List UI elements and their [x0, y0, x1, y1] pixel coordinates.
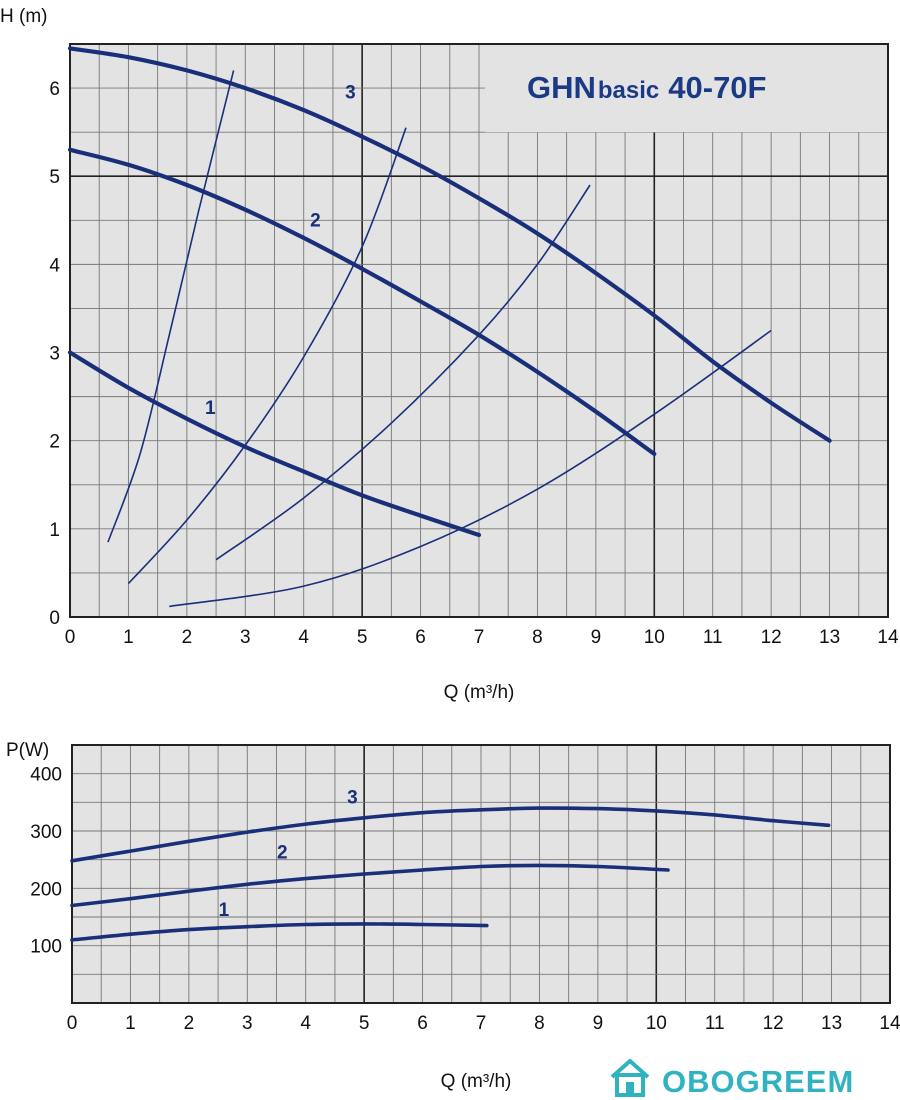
y-tick-label: 5: [49, 167, 60, 188]
series-line-2: [67, 147, 657, 456]
x-tick-label: 5: [357, 627, 368, 648]
y-tick-label: 400: [30, 765, 62, 786]
series-line-3: [70, 806, 831, 863]
x-tick-label: 11: [703, 627, 723, 648]
y-tick-label: 3: [49, 344, 60, 365]
power-series: [70, 806, 831, 942]
head-curve-labels: 1 2 3: [205, 83, 356, 420]
x-tick-label: 8: [532, 627, 543, 648]
x-tick-label: 10: [644, 627, 665, 648]
power-x-ticks: 0 1 2 3 4 5 6 7 8 9 10 11 12 13 14: [67, 1013, 900, 1034]
chart-title-sub: basic: [598, 77, 659, 104]
chart-title-model: 40-70F: [668, 70, 766, 105]
x-tick-label: 6: [415, 627, 426, 648]
head-y-axis-title: H (m): [0, 6, 47, 27]
curve-label: 3: [345, 83, 356, 104]
curve-label: 1: [219, 900, 230, 921]
y-tick-label: 1: [49, 520, 60, 541]
curve-label: 2: [310, 210, 321, 231]
x-tick-label: 1: [123, 627, 134, 648]
power-y-axis-title: P(W): [6, 740, 49, 761]
head-x-axis-title: Q (m³/h): [444, 682, 515, 703]
watermark: OBOGREEM: [610, 1059, 854, 1099]
y-tick-label: 6: [49, 79, 60, 100]
power-x-axis-title: Q (m³/h): [441, 1071, 512, 1092]
power-curve-labels: 1 2 3: [219, 787, 358, 920]
x-tick-label: 14: [877, 627, 899, 648]
y-tick-label: 0: [49, 608, 60, 629]
head-series: [67, 46, 832, 538]
y-tick-label: 200: [30, 879, 62, 900]
curve-label: 1: [205, 398, 216, 419]
series-line-1: [70, 922, 489, 942]
series-line-3: [67, 46, 832, 443]
x-tick-label: 9: [591, 627, 602, 648]
x-tick-label: 0: [67, 1013, 78, 1034]
y-tick-label: 2: [49, 432, 60, 453]
x-tick-label: 3: [242, 1013, 253, 1034]
x-tick-label: 4: [298, 627, 309, 648]
curve-label: 3: [347, 787, 358, 808]
series-line-1: [67, 350, 482, 538]
x-tick-label: 11: [705, 1013, 725, 1034]
series-line-2: [70, 863, 670, 908]
x-tick-label: 2: [184, 1013, 195, 1034]
x-tick-label: 10: [646, 1013, 667, 1034]
house-icon: [610, 1059, 650, 1097]
y-tick-label: 300: [30, 822, 62, 843]
system-curve: [169, 329, 772, 608]
x-tick-label: 13: [821, 1013, 842, 1034]
x-tick-label: 12: [763, 1013, 784, 1034]
head-system-curves: [107, 70, 772, 608]
x-tick-label: 3: [240, 627, 251, 648]
title-box: [484, 45, 887, 133]
x-tick-label: 7: [476, 1013, 487, 1034]
system-curve: [107, 70, 235, 543]
y-tick-label: 4: [49, 255, 60, 276]
plot-frame: [71, 744, 891, 1004]
watermark-text: OBOGREEM: [662, 1064, 854, 1099]
x-tick-label: 14: [879, 1013, 900, 1034]
head-grid: [69, 43, 889, 618]
x-tick-label: 4: [300, 1013, 311, 1034]
head-x-ticks: 0 1 2 3 4 5 6 7 8 9 10 11 12 13 14: [65, 627, 899, 648]
x-tick-label: 2: [182, 627, 193, 648]
x-tick-label: 12: [761, 627, 782, 648]
x-tick-label: 9: [593, 1013, 604, 1034]
system-curve: [215, 184, 591, 561]
x-tick-label: 6: [417, 1013, 428, 1034]
chart-title: GHNbasic 40-70F: [527, 70, 767, 105]
x-tick-label: 1: [125, 1013, 136, 1034]
system-curve: [127, 127, 407, 585]
head-y-ticks: 0 1 2 3 4 5 6: [49, 79, 60, 629]
x-tick-label: 13: [819, 627, 840, 648]
x-tick-label: 7: [474, 627, 485, 648]
x-tick-label: 0: [65, 627, 76, 648]
y-tick-label: 100: [30, 937, 62, 958]
power-y-ticks: 100 200 300 400: [30, 765, 62, 958]
x-tick-label: 5: [359, 1013, 370, 1034]
plot-frame: [69, 43, 889, 618]
curve-label: 2: [277, 843, 288, 864]
power-grid: [71, 744, 891, 1004]
x-tick-label: 8: [534, 1013, 545, 1034]
chart-title-main: GHN: [527, 70, 596, 105]
